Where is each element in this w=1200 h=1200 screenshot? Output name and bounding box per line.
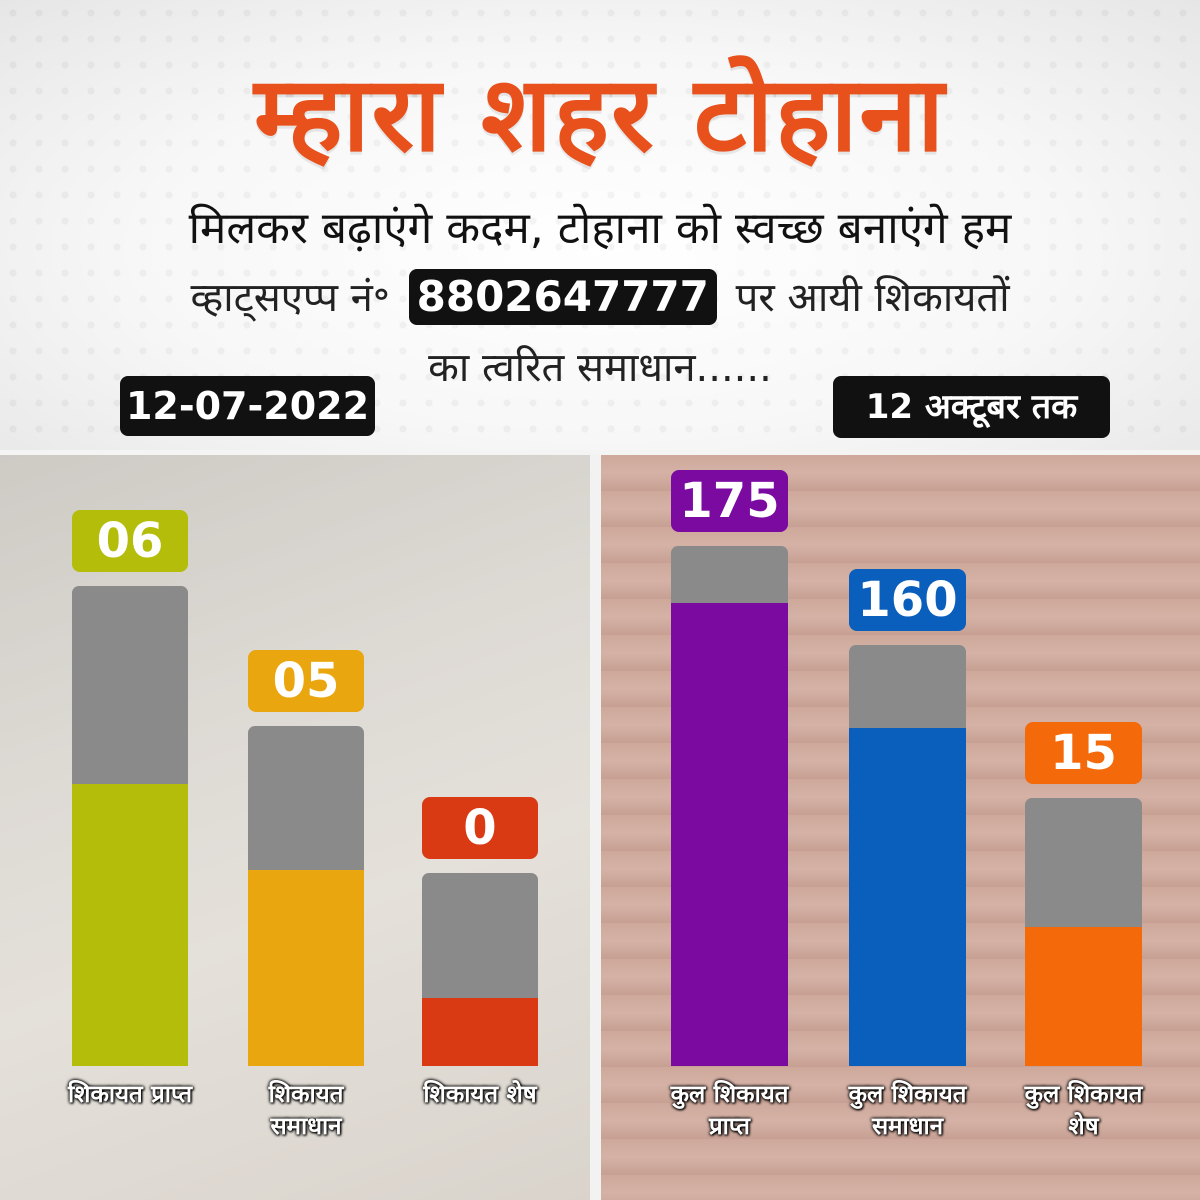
whatsapp-line: व्हाट्सएप्प नं॰ 8802647777 पर आयी शिकायत… (0, 268, 1200, 325)
page-title: म्हारा शहर टोहाना (253, 53, 947, 175)
value-label: 175 (671, 470, 788, 532)
bar (422, 873, 538, 1066)
category-label: शिकायत प्राप्त (67, 1080, 193, 1108)
bar-fill (1025, 927, 1142, 1066)
value-label: 160 (849, 569, 966, 631)
value-label: 06 (72, 510, 188, 572)
bar (1025, 798, 1142, 1066)
whatsapp-line-2: का त्वरित समाधान...... (428, 345, 772, 391)
slogan: मिलकर बढ़ाएंगे कदम, टोहाना को स्वच्छ बना… (188, 203, 1012, 254)
whatsapp-number: 8802647777 (408, 269, 717, 325)
dot-pattern-background (0, 0, 1200, 450)
date-badge-left: 12-07-2022 (120, 376, 375, 436)
bar-fill (422, 998, 538, 1066)
whatsapp-suffix: पर आयी शिकायतों (735, 275, 1010, 321)
value-label: 05 (248, 650, 364, 712)
bar (72, 586, 188, 1066)
value-label: 15 (1025, 722, 1142, 784)
value-label: 0 (422, 797, 538, 859)
category-label: कुल शिकायत प्राप्त (670, 1080, 789, 1140)
bar-fill (248, 870, 364, 1066)
category-label: कुल शिकायत समाधान (848, 1080, 967, 1140)
panel-divider (590, 455, 601, 1200)
bar-fill (72, 784, 188, 1066)
category-label: कुल शिकायत शेष (1024, 1080, 1143, 1140)
bar (849, 645, 966, 1066)
whatsapp-prefix: व्हाट्सएप्प नं॰ (190, 275, 390, 321)
bar-fill (849, 728, 966, 1066)
category-label: शिकायत शेष (423, 1080, 537, 1108)
bar (248, 726, 364, 1066)
bar-fill (671, 603, 788, 1066)
bar (671, 546, 788, 1066)
header: म्हारा शहर टोहाना मिलकर बढ़ाएंगे कदम, टो… (0, 0, 1200, 450)
date-badge-right: 12 अक्टूबर तक (833, 376, 1110, 438)
category-label: शिकायत समाधान (268, 1080, 344, 1140)
